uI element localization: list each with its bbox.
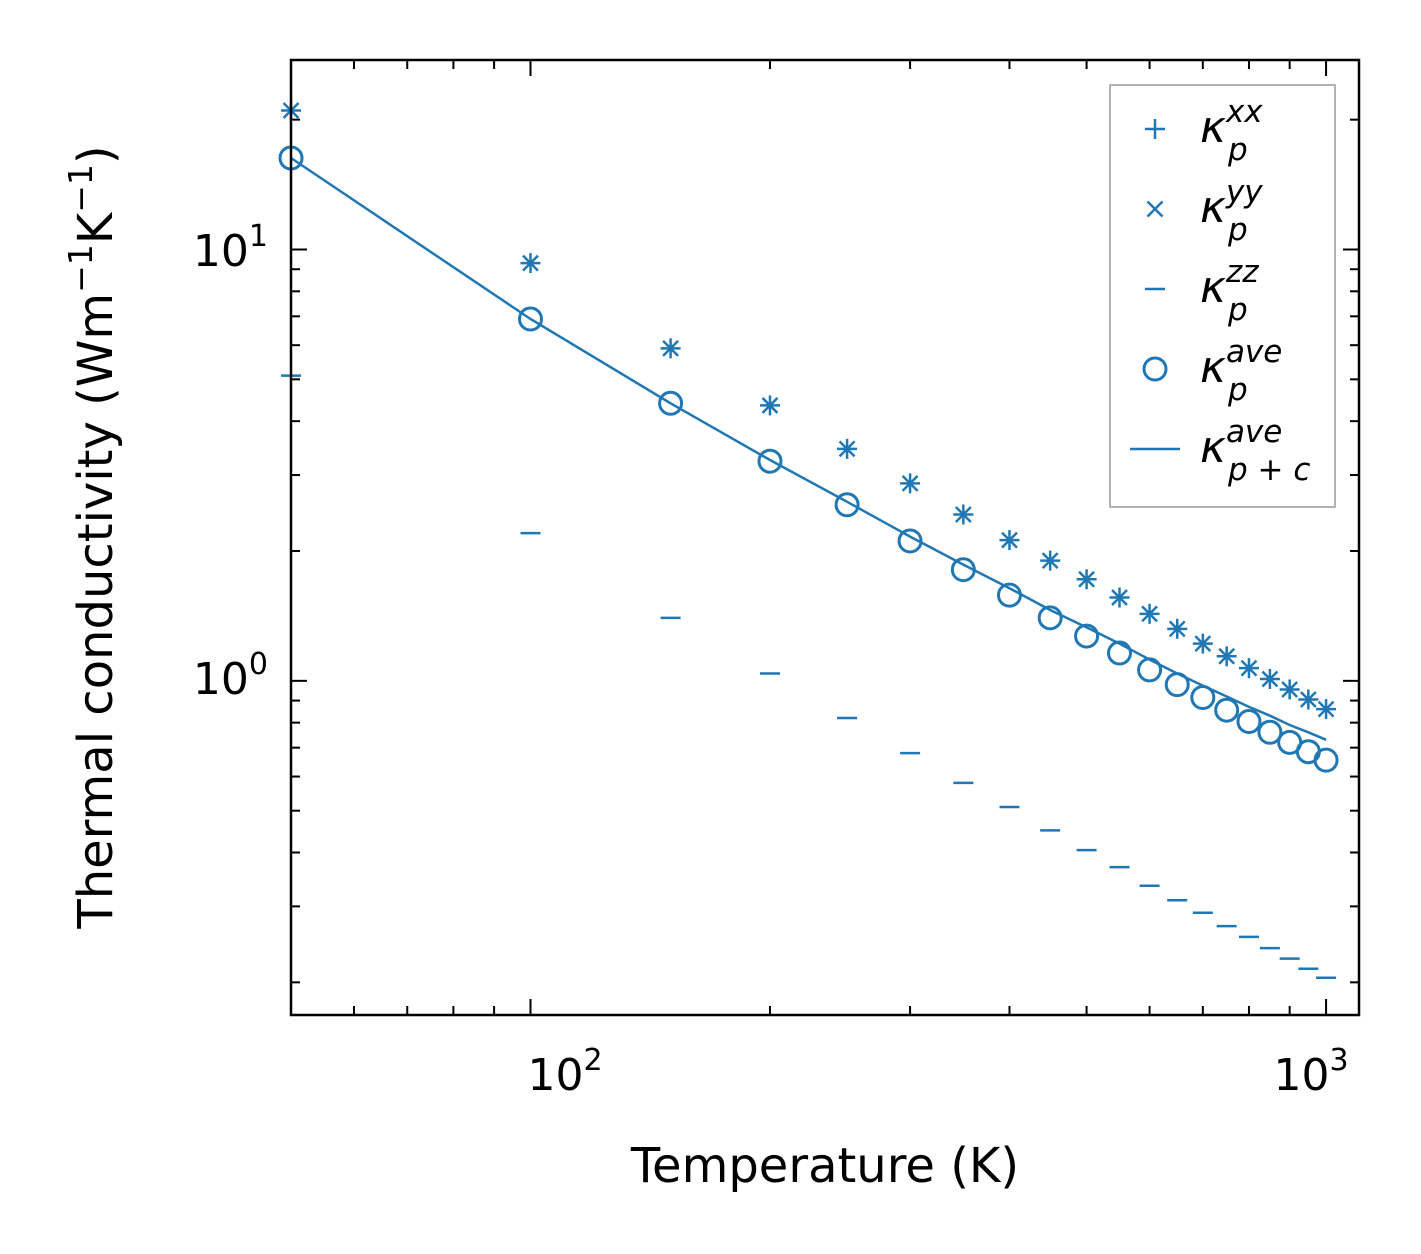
legend-kpc-sub: p + c — [1227, 452, 1310, 488]
y-tick-1-exp: 0 — [249, 647, 268, 682]
y-tick-10-base: 10 — [193, 226, 249, 277]
series-kyy — [282, 102, 1335, 718]
legend-kyy-sup: yy — [1225, 174, 1263, 210]
kave-point-1000 — [1313, 747, 1339, 773]
kave-point-800 — [1236, 708, 1262, 734]
x-tick-100-base: 10 — [527, 1050, 583, 1101]
legend-markers — [1130, 119, 1180, 451]
legend-label-kxx: κxx p — [1200, 94, 1263, 168]
kyy-point-250 — [838, 440, 856, 458]
x-tick-1000-exp: 3 — [1329, 1043, 1348, 1078]
minor-ticks — [291, 60, 1359, 1015]
kyy-point-800 — [1240, 659, 1258, 677]
legend-kxx-base: κ — [1200, 102, 1226, 153]
kyy-point-150 — [662, 339, 679, 357]
legend-marker-kyy — [1146, 200, 1164, 218]
y-tick-label-10: 101 — [193, 219, 268, 277]
kyy-point-900 — [1281, 681, 1299, 698]
kave-point-550 — [1107, 640, 1133, 666]
legend-kzz-sub: p — [1227, 292, 1248, 328]
legend-marker-kave — [1142, 356, 1168, 382]
legend-kpc-sup: ave — [1226, 414, 1282, 450]
legend-label-kyy: κyy p — [1200, 174, 1263, 248]
legend-marker-kxx — [1145, 119, 1165, 139]
kave-point-250 — [834, 492, 860, 518]
kyy-point-550 — [1111, 589, 1128, 606]
kyy-point-750 — [1218, 647, 1236, 665]
y-tick-1-base: 10 — [193, 654, 249, 705]
kyy-point-100 — [522, 254, 539, 272]
legend-kave-sub: p — [1227, 372, 1248, 408]
legend-box — [1109, 84, 1336, 508]
legend: κxx p κyy p κzz p κave p κave p + c — [1109, 84, 1336, 508]
kyy-point-700 — [1194, 635, 1212, 652]
y-label-end: ) — [68, 145, 124, 164]
legend-label-kave: κave p — [1200, 334, 1282, 408]
legend-kave-sup: ave — [1226, 334, 1282, 370]
x-axis-label: Temperature (K) — [630, 1138, 1019, 1194]
series-layer — [278, 100, 1339, 979]
y-tick-label-1: 100 — [193, 647, 268, 705]
x-tick-label-100: 102 — [527, 1043, 602, 1101]
legend-kyy-base: κ — [1200, 182, 1226, 233]
kyy-point-350 — [954, 506, 972, 523]
y-axis-label: Thermal conductivity (Wm−1K−1) — [61, 145, 124, 929]
legend-kyy-sub: p — [1227, 212, 1248, 248]
legend-kpc-base: κ — [1200, 422, 1226, 473]
kyy-point-500 — [1078, 570, 1095, 588]
kyy-point-850 — [1261, 670, 1279, 688]
series-kpc-line — [290, 156, 1327, 741]
x-tick-1000-base: 10 — [1273, 1050, 1329, 1101]
kave-point-500 — [1074, 623, 1100, 649]
kyy-point-650 — [1168, 620, 1186, 638]
kyy-point-450 — [1041, 552, 1059, 569]
y-label-sup1: −1 — [61, 244, 100, 293]
series-kzz — [281, 374, 1337, 979]
y-label-sup2: −1 — [61, 164, 100, 213]
legend-label-kzz: κzz p — [1200, 254, 1259, 328]
kave-point-100 — [517, 306, 543, 332]
major-ticks — [291, 60, 1359, 1015]
kave-point-450 — [1037, 605, 1063, 631]
kyy-point-950 — [1299, 691, 1317, 708]
legend-label-kpc: κave p + c — [1200, 414, 1310, 488]
kave-point-200 — [757, 448, 783, 474]
kyy-point-300 — [901, 474, 919, 492]
kyy-point-200 — [761, 397, 779, 414]
kave-point-150 — [658, 390, 684, 416]
legend-kzz-sup: zz — [1225, 254, 1259, 290]
legend-kave-base: κ — [1200, 342, 1226, 393]
y-tick-10-exp: 1 — [249, 219, 268, 254]
legend-kxx-sup: xx — [1225, 94, 1263, 130]
kave-point-850 — [1257, 719, 1283, 745]
series-kpc — [290, 156, 1327, 741]
legend-kzz-base: κ — [1200, 262, 1226, 313]
y-label-main: Thermal conductivity (Wm — [68, 293, 124, 930]
legend-kxx-sub: p — [1227, 132, 1248, 168]
x-tick-100-exp: 2 — [583, 1043, 602, 1078]
x-tick-label-1000: 103 — [1273, 1043, 1348, 1101]
kyy-point-400 — [1001, 531, 1018, 549]
plot-frame — [289, 58, 1361, 1017]
y-label-mid: K — [68, 211, 124, 244]
kyy-point-600 — [1141, 605, 1158, 623]
kave-point-750 — [1214, 697, 1240, 723]
kyy-point-1000 — [1317, 700, 1335, 718]
